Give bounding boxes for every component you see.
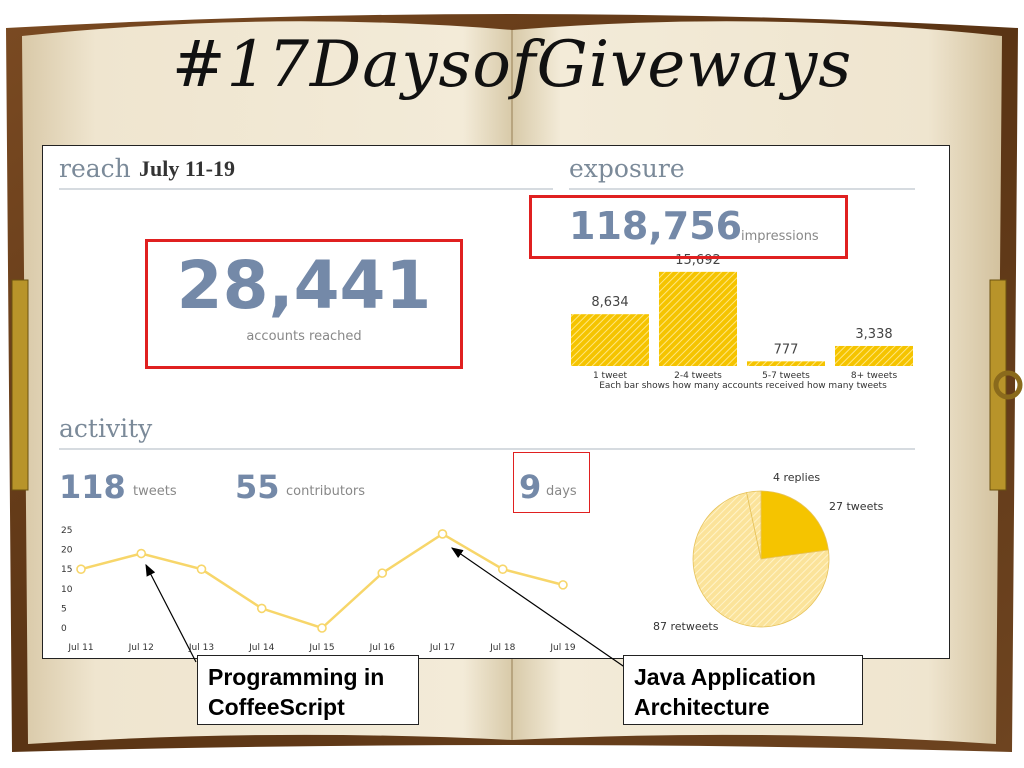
bar-3 [835, 345, 913, 366]
line-xtick-4: Jul 15 [308, 643, 334, 653]
exposure-bar-chart: Each bar shows how many accounts receive… [571, 253, 913, 391]
bar-value-label-2: 777 [774, 342, 799, 357]
line-ytick-5: 25 [61, 526, 72, 536]
reach-rule [59, 188, 553, 190]
line-point-2 [196, 564, 207, 575]
line-xtick-6: Jul 17 [429, 643, 455, 653]
reach-highlight-box [145, 239, 463, 369]
slide-title: #17DaysofGiveways [171, 28, 853, 102]
tweets-count: 118 [59, 468, 126, 506]
line-ytick-2: 10 [61, 585, 73, 595]
reach-heading: reach [59, 154, 131, 183]
line-point-4 [317, 623, 327, 633]
line-ytick-3: 15 [61, 565, 72, 575]
bar-chart-caption: Each bar shows how many accounts receive… [599, 381, 887, 391]
bar-value-label-3: 3,338 [855, 327, 892, 342]
bar-category-label-2: 5-7 tweets [762, 371, 810, 381]
bar-category-label-1: 2-4 tweets [674, 371, 722, 381]
pie-label-1: 87 retweets [653, 620, 719, 633]
line-xtick-8: Jul 19 [549, 643, 575, 653]
analytics-panel: reach July 11-19 28,441 accounts reached… [42, 145, 950, 659]
pie-slice-1 [692, 492, 830, 628]
line-point-6 [437, 529, 448, 539]
days-count: 9 [519, 468, 542, 506]
bar-2 [747, 361, 825, 366]
line-xtick-2: Jul 13 [188, 643, 214, 653]
contributors-count: 55 [235, 468, 280, 506]
line-ytick-4: 20 [61, 546, 73, 556]
line-point-0 [76, 564, 86, 575]
activity-rule [59, 448, 915, 450]
callout-coffeescript-line1: Programming in [208, 664, 385, 690]
callout-java-line2: Architecture [634, 694, 770, 720]
line-xtick-0: Jul 11 [67, 643, 93, 653]
bar-category-label-0: 1 tweet [593, 371, 628, 381]
bar-value-label-0: 8,634 [591, 295, 628, 310]
callout-java-architecture: Java Application Architecture [623, 655, 863, 725]
line-xtick-7: Jul 18 [489, 643, 515, 653]
line-ytick-0: 0 [61, 624, 67, 634]
callout-coffeescript-line2: CoffeeScript [208, 694, 345, 720]
line-series [80, 532, 564, 630]
activity-line-chart: 0 5 10 15 20 25 Jul 11 Jul 12 Jul 13 Jul 14 Jul 15… [61, 526, 576, 653]
pie-slice-0 [760, 490, 829, 560]
bar-0 [571, 314, 649, 366]
reach-label: accounts reached [246, 329, 362, 344]
contributors-label: contributors [286, 484, 366, 499]
line-point-5 [377, 568, 388, 578]
reach-value: 28,441 [176, 247, 432, 324]
reach-date-range: July 11-19 [139, 156, 235, 181]
line-ytick-1: 5 [61, 604, 67, 614]
line-point-8 [558, 580, 568, 590]
exposure-heading: exposure [569, 154, 685, 183]
exposure-highlight-box [529, 195, 848, 259]
activity-heading: activity [59, 414, 153, 443]
bar-1 [659, 271, 737, 366]
days-highlight-box [513, 452, 590, 513]
line-point-1 [136, 548, 147, 559]
exposure-value: 118,756 [569, 204, 747, 248]
callout-coffeescript: Programming in CoffeeScript [197, 655, 419, 725]
pie-label-2: 4 replies [773, 471, 820, 484]
pie-slice-2 [746, 490, 762, 560]
line-xtick-3: Jul 14 [248, 643, 274, 653]
exposure-label: impressions [741, 229, 819, 244]
line-xtick-1: Jul 12 [128, 643, 154, 653]
tweets-label: tweets [133, 484, 177, 499]
bar-category-label-3: 8+ tweets [851, 371, 898, 381]
exposure-rule [569, 188, 915, 190]
line-xtick-5: Jul 16 [369, 643, 395, 653]
pie-label-0: 27 tweets [829, 500, 884, 513]
line-point-3 [256, 603, 267, 614]
days-label: days [546, 484, 577, 499]
line-point-7 [497, 564, 508, 575]
callout-java-line1: Java Application [634, 664, 816, 690]
activity-pie-chart: 27 tweets 87 retweets 4 replies [653, 471, 884, 633]
